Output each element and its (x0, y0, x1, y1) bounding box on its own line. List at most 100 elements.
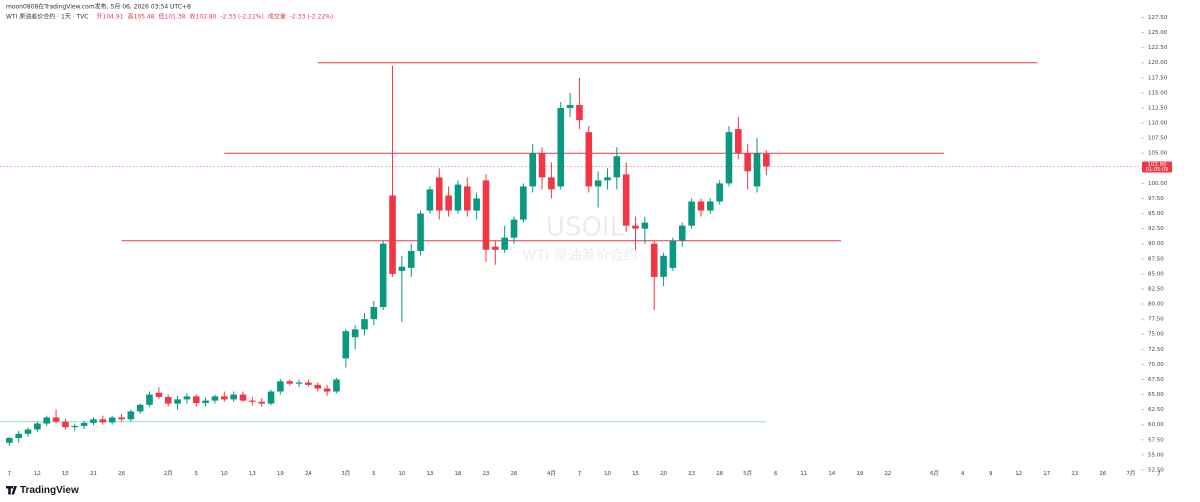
candle-body (127, 411, 135, 420)
candle-body (716, 183, 723, 202)
y-tick-label: 120.00 (1148, 60, 1168, 66)
candle-body (557, 107, 565, 187)
x-tick-label: 23 (688, 471, 695, 477)
candle-body (43, 417, 51, 424)
x-tick-label: 24 (305, 471, 312, 477)
x-tick-label: 19 (277, 471, 284, 477)
candle-body (417, 213, 424, 251)
x-tick-label: 2月 (164, 470, 173, 477)
ohlc-legend: 开104.91 高105.48 低101.38 收102.80 -2.33 (-2.22… (97, 13, 334, 21)
publisher: moon0808在TradingView.com发布, 5月 06, 2026 … (6, 3, 191, 11)
plot: 52.50 55.00 57.50 60.00 62.50 65.00 67.50 70.00… (0, 14, 1172, 477)
legend-item: 成交量 (268, 13, 286, 21)
x-tick-label: 10 (604, 471, 611, 477)
candle-body (183, 396, 191, 400)
candle-body (80, 422, 88, 426)
candle-body (622, 174, 630, 226)
candle-body (566, 104, 574, 108)
candle-body (520, 186, 527, 220)
candle-body (725, 132, 733, 184)
x-tick-label: 10 (221, 471, 228, 477)
legend-item: -2.33 (-2.22%) (221, 14, 264, 21)
candle-body (585, 132, 593, 187)
candle-body (323, 388, 331, 392)
x-tick-label: 15 (62, 471, 69, 477)
candle-body (473, 198, 480, 211)
candle-body (697, 201, 705, 211)
x-tick-label: 18 (454, 471, 461, 477)
candle-body (6, 437, 13, 443)
logo: TradingView (6, 485, 79, 496)
y-tick-label: 107.50 (1148, 136, 1168, 142)
candle-body (258, 401, 265, 404)
x-tick-label: 26 (118, 471, 125, 477)
candle-body (398, 266, 406, 271)
candle-body (426, 189, 434, 211)
y-tick-label: 77.50 (1148, 317, 1164, 323)
y-tick-label: 122.50 (1148, 45, 1168, 51)
y-tick-label: 65.00 (1148, 392, 1164, 398)
logo-mark (6, 486, 17, 495)
candle-body (370, 307, 378, 320)
legend-item: 收102.80 (190, 13, 217, 21)
x-tick-label: 21 (90, 471, 97, 477)
x-tick-label: 6月 (930, 470, 939, 477)
x-tick-label: 22 (884, 471, 891, 477)
x-tick-label: 19 (856, 471, 863, 477)
x-tick-label: 26 (511, 471, 518, 477)
candle-body (286, 381, 294, 384)
y-tick-label: 52.50 (1148, 467, 1164, 473)
symbol: WTI 原油差价合约 · 1天 · TVC (6, 13, 89, 21)
x-tick-label: 14 (828, 471, 835, 477)
candle-body (277, 381, 284, 392)
candle-body (136, 404, 144, 412)
x-tick-label: 13 (249, 471, 256, 477)
candle-body (351, 329, 359, 338)
x-tick-label: 28 (716, 471, 723, 477)
y-tick-label: 55.00 (1148, 452, 1164, 458)
x-tick-label: 12 (1015, 471, 1022, 477)
y-tick-label: 80.00 (1148, 302, 1164, 308)
candle-body (744, 153, 751, 172)
candle-body (613, 156, 621, 178)
candle-body (267, 391, 275, 404)
y-tick-label: 90.00 (1148, 241, 1164, 247)
candle-body (641, 222, 649, 229)
y-tick-label: 110.00 (1148, 121, 1168, 127)
last-price-box (1142, 161, 1172, 173)
y-tick-label: 72.50 (1148, 347, 1164, 353)
candle-body (34, 423, 41, 430)
y-tick-label: 62.50 (1148, 407, 1164, 413)
candle-body (192, 396, 200, 404)
candle-body (239, 394, 247, 401)
candle-body (435, 177, 443, 211)
candle-body (220, 396, 228, 400)
candle-body (155, 392, 163, 397)
y-tick-label: 112.50 (1148, 105, 1168, 111)
candle-body (510, 219, 518, 238)
y-tick-label: 67.50 (1148, 377, 1164, 383)
candle-body (146, 394, 153, 405)
x-tick-label: 15 (632, 471, 639, 477)
x-tick-label: 3月 (341, 470, 350, 477)
candle-body (24, 429, 32, 434)
candle-body (548, 177, 555, 190)
candle-body (211, 396, 219, 401)
candle-body (650, 243, 658, 277)
candle-body (604, 177, 611, 181)
candle-body (202, 400, 209, 404)
legend-item: -2.33 (-2.22%) (290, 14, 333, 21)
x-tick-label: 20 (660, 471, 667, 477)
candle-body (62, 421, 69, 428)
candle-body (333, 379, 340, 392)
y-tick-label: 85.00 (1148, 271, 1164, 277)
x-tick-label: 17 (1043, 471, 1050, 477)
candle-body (108, 417, 116, 423)
x-tick-label: 11 (800, 471, 807, 477)
y-tick-label: 95.00 (1148, 211, 1164, 217)
y-tick-label: 100.00 (1148, 181, 1168, 187)
x-tick-label: 7 (1157, 471, 1161, 477)
last-price-label: 102.80 (1147, 162, 1167, 168)
